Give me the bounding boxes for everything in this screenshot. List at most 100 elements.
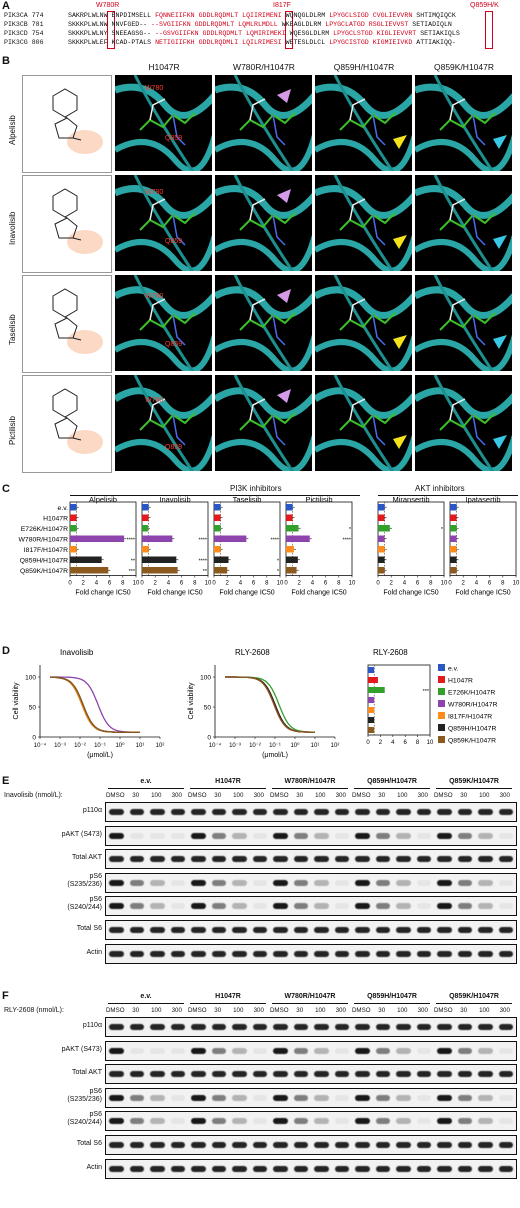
panel-e-band (109, 809, 124, 815)
x-axis-label: (μmol/L) (87, 752, 113, 759)
ribbon (115, 83, 212, 119)
panel-f-band (334, 1094, 349, 1101)
panel-f-band (129, 1118, 144, 1125)
panel-f-band (109, 1118, 124, 1125)
x-tick-label: 4 (239, 581, 243, 587)
sequence-chunk: WQNQGLDLRM (285, 12, 330, 19)
bar (70, 504, 77, 511)
panel-f-band (170, 1024, 185, 1030)
panel-f-blot-strip (105, 1111, 517, 1132)
significance-label: ** (203, 569, 208, 575)
ribbon (133, 75, 195, 171)
structure-column-header: Q859K/H1047R (433, 62, 494, 72)
dose-response-curve (225, 676, 315, 733)
ribbon (133, 275, 195, 371)
ribbon (415, 387, 512, 419)
legend-swatch (438, 736, 445, 743)
legend-label: Q859H/H1047R (448, 726, 496, 733)
panel-f-lane-header: 100 (315, 1007, 326, 1014)
ribbon (315, 185, 412, 219)
panel-f-band (396, 1024, 411, 1030)
ribbon (233, 75, 295, 171)
panel-letter-e: E (2, 775, 10, 787)
panel-e-group-underline (190, 788, 266, 789)
panel-e-band (375, 950, 390, 957)
panel-e-band (150, 903, 165, 910)
panel-e-band (375, 903, 390, 910)
structure-render (215, 75, 312, 171)
panel-e-band (252, 832, 267, 839)
panel-f-lane-header: 300 (335, 1007, 346, 1014)
panel-f-band (478, 1142, 493, 1148)
panel-e-band (355, 856, 370, 863)
x-axis-label: Fold change IC50 (383, 590, 438, 597)
panel-e-row-label: Total AKT (72, 854, 102, 862)
panel-e-band (375, 809, 390, 815)
x-tick-label: 10⁻² (249, 743, 261, 749)
bar (142, 514, 149, 521)
ribbon (433, 275, 495, 371)
panel-f-band (416, 1024, 431, 1030)
panel-e-band (170, 903, 185, 910)
sequence-chunk: SKKKPLWLNW (68, 21, 112, 28)
bar (450, 535, 457, 542)
panel-f-band (232, 1165, 247, 1172)
panel-f-band (232, 1118, 247, 1125)
panel-f-band (170, 1071, 185, 1078)
chemical-structure (22, 75, 112, 173)
bar (286, 567, 297, 574)
bar (70, 514, 77, 521)
bar (142, 525, 148, 532)
x-tick-label: 8 (193, 581, 197, 587)
bar (214, 514, 221, 521)
residue-label-w780: W780 (145, 189, 164, 196)
panel-f-band (293, 1165, 308, 1172)
panel-f-band (498, 1142, 513, 1148)
panel-e-band (252, 950, 267, 957)
ribbon (415, 286, 512, 319)
panel-e-band (457, 856, 472, 863)
ribbon (415, 185, 512, 219)
bar (214, 525, 221, 532)
x-tick-label: 10 (277, 581, 284, 587)
panel-e-band (211, 879, 226, 886)
panel-f-band (129, 1094, 144, 1101)
structure-render-drawing (315, 175, 412, 271)
panel-f-lane-header: 30 (214, 1007, 222, 1014)
panel-e-band (396, 950, 411, 957)
bar (378, 504, 385, 511)
panel-f-band (314, 1071, 329, 1078)
x-tick-label: 0 (366, 740, 370, 746)
panel-e-lane-header: 30 (296, 792, 304, 799)
panel-f-band (334, 1071, 349, 1078)
panel-e-band (273, 927, 288, 933)
panel-f-band (252, 1142, 267, 1148)
panel-e-row-label: p110α (82, 807, 102, 814)
bar (286, 535, 310, 542)
sequence-chunk: LQMIRIMEKI (246, 30, 290, 37)
panel-f-band (437, 1047, 452, 1054)
sequence-chunk: SKKKPLWLEF (68, 39, 112, 46)
panel-e-band (293, 832, 308, 839)
panel-f-group-underline (108, 1003, 184, 1004)
panel-f-lane-header: 300 (171, 1007, 182, 1014)
alignment-box-w780 (107, 11, 115, 49)
panel-letter-a: A (2, 0, 10, 12)
panel-f-drug-label: RLY-2608 (nmol/L): (4, 1007, 64, 1014)
arrow-marker-purple (277, 289, 291, 303)
panel-f-band (355, 1071, 370, 1078)
dose-response-curve (50, 676, 140, 733)
panel-f-group-underline (436, 1003, 512, 1004)
sequence-chunk: CVGLIEVVRN (372, 12, 417, 19)
panel-e-band (334, 856, 349, 863)
panel-f-blot-strip (105, 1064, 517, 1085)
bar (70, 525, 77, 532)
panel-e-lane-header: 100 (397, 792, 408, 799)
structure-render (315, 175, 412, 271)
ligand-sticks (339, 412, 396, 431)
ligand-sticks (139, 312, 196, 331)
panel-e-band (416, 927, 431, 933)
panel-e-lane-header: DMSO (351, 792, 371, 799)
panel-e-row-label: pS6 (S240/244) (67, 896, 102, 912)
panel-f-band (293, 1071, 308, 1078)
